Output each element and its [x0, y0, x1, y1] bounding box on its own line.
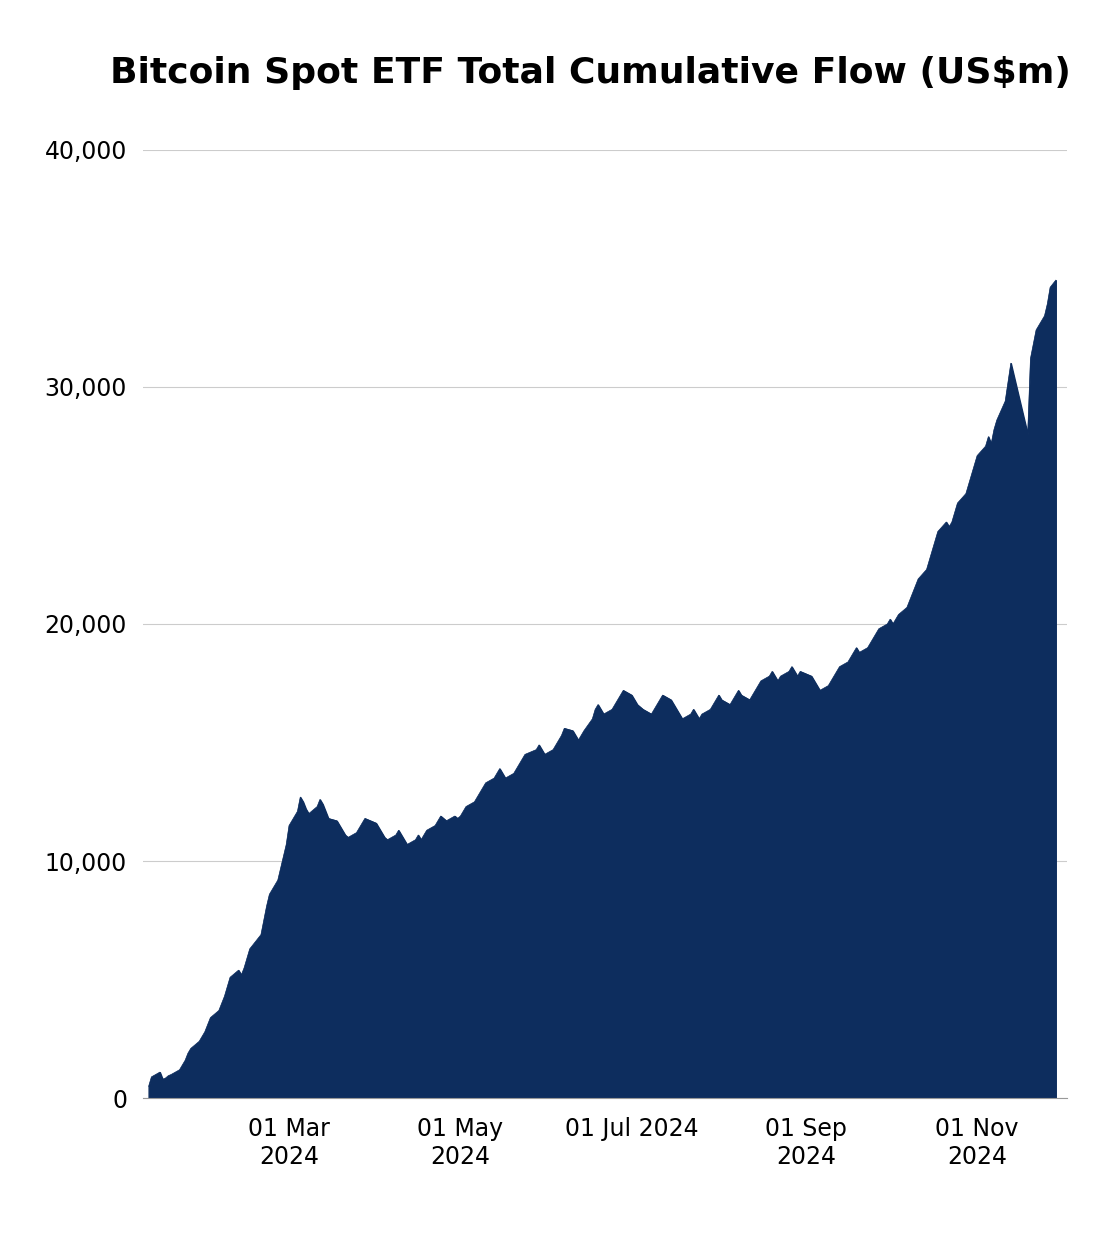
- Text: Bitcoin Spot ETF Total Cumulative Flow (US$m): Bitcoin Spot ETF Total Cumulative Flow (…: [110, 56, 1071, 90]
